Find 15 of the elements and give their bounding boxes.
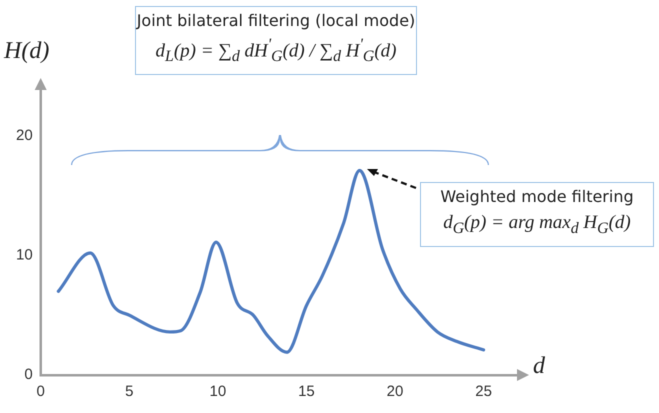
x-tick-label: 10 xyxy=(209,383,226,400)
x-tick-label: 25 xyxy=(475,383,492,400)
annotation: Weighted mode filtering xyxy=(439,187,635,206)
y-axis-title: H(d) xyxy=(4,38,50,65)
x-axis-title: d xyxy=(533,353,545,380)
y-tick-label: 20 xyxy=(16,126,33,144)
x-tick-label: 5 xyxy=(125,383,134,400)
x-tick-label: 15 xyxy=(298,383,315,400)
x-tick-label: 20 xyxy=(386,383,404,400)
y-tick-label: 10 xyxy=(16,246,33,264)
y-tick-label: 0 xyxy=(24,366,33,384)
x-tick-label: 0 xyxy=(36,383,45,400)
annotation: d$_{G}$(p) = arg max$_{d}$ H$_{G}$(d) xyxy=(442,212,632,238)
text: d$_{L}$(p) = ∑$_{d}$ dH$^{'}$$_{G}$(d) / ∑$_{d}$ H$^{'}$$_{G}$(d) xyxy=(156,36,396,66)
text: Joint bilateral filtering (local mode) xyxy=(136,11,416,30)
